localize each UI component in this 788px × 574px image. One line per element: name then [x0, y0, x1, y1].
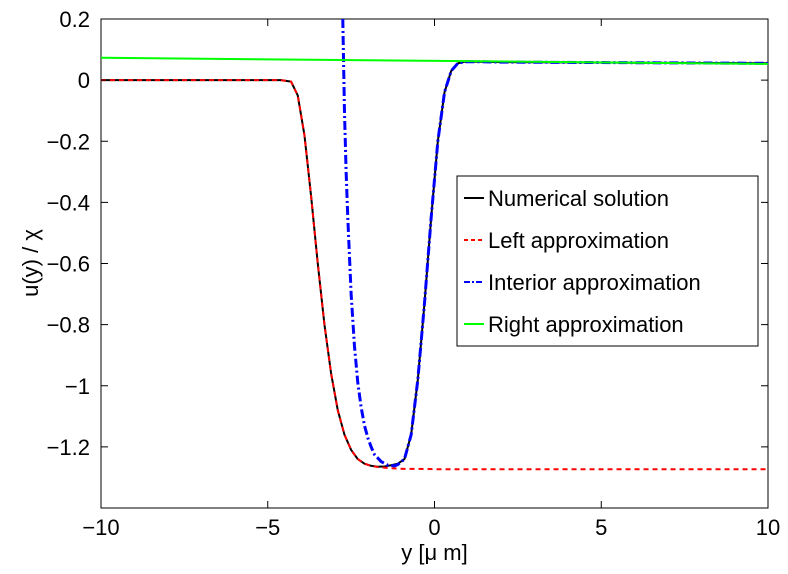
x-tick-label: 0 [428, 515, 440, 540]
x-tick-label: 10 [756, 515, 780, 540]
legend-label-0: Numerical solution [488, 186, 669, 211]
x-tick-label: −10 [82, 515, 119, 540]
y-tick-label: −0.6 [47, 252, 90, 277]
y-tick-label: −0.8 [47, 313, 90, 338]
y-tick-label: −0.2 [47, 129, 90, 154]
y-axis-label: u(y) / χ [18, 229, 43, 297]
legend-label-3: Right approximation [488, 312, 684, 337]
y-tick-label: 0.2 [59, 7, 90, 32]
series-line-3 [101, 56, 768, 65]
x-axis-ticks: −10 −5 0 5 10 [82, 19, 780, 540]
y-tick-label: −1 [65, 374, 90, 399]
y-axis-ticks: 0.2 0 −0.2 −0.4 −0.6 −0.8 −1 −1.2 [47, 7, 768, 460]
legend-items: Numerical solution Left approximation Inte… [464, 186, 701, 337]
x-tick-label: −5 [255, 515, 280, 540]
y-tick-label: −1.2 [47, 435, 90, 460]
y-tick-label: 0 [78, 68, 90, 93]
legend: Numerical solution Left approximation Inte… [456, 175, 759, 347]
plot-lines [101, 19, 768, 471]
legend-label-1: Left approximation [488, 228, 669, 253]
series-line-1 [101, 79, 768, 471]
x-axis-label: y [μ m] [401, 540, 467, 565]
y-tick-label: −0.4 [47, 190, 90, 215]
legend-box [456, 175, 759, 347]
legend-label-2: Interior approximation [488, 270, 701, 295]
x-tick-label: 5 [595, 515, 607, 540]
